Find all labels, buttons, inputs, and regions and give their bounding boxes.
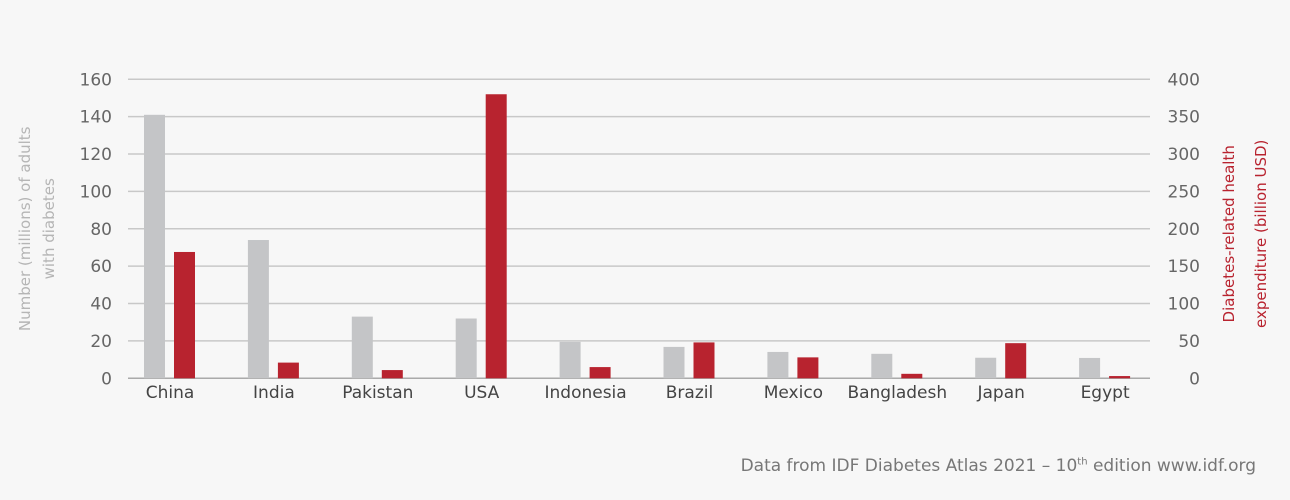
- left-tick-label: 20: [90, 332, 112, 352]
- right-tick-label: 200: [1168, 220, 1200, 240]
- category-label: Mexico: [764, 383, 823, 403]
- bar-adults-pakistan: [351, 316, 373, 379]
- right-tick-label: 0: [1189, 369, 1200, 389]
- category-label: Indonesia: [544, 383, 626, 403]
- left-tick-label: 140: [80, 108, 112, 128]
- category-label: China: [146, 383, 195, 403]
- source-sup: th: [1077, 456, 1088, 468]
- bar-adults-mexico: [767, 351, 789, 379]
- bar-expenditure-usa: [485, 94, 507, 379]
- category-label: USA: [464, 383, 500, 403]
- left-tick-label: 100: [80, 182, 112, 202]
- right-tick-label: 50: [1178, 332, 1200, 352]
- bar-expenditure-egypt: [1109, 376, 1131, 379]
- category-label: Pakistan: [342, 383, 413, 403]
- right-tick-label: 400: [1168, 70, 1200, 90]
- right-tick-label: 100: [1168, 295, 1200, 315]
- left-tick-label: 80: [90, 220, 112, 240]
- source-suffix: edition www.idf.org: [1087, 456, 1256, 476]
- bar-expenditure-bangladesh: [901, 373, 923, 379]
- bar-expenditure-mexico: [797, 357, 819, 379]
- bar-expenditure-indonesia: [589, 367, 611, 379]
- bar-adults-usa: [455, 318, 477, 379]
- bar-adults-brazil: [663, 346, 685, 379]
- bar-adults-indonesia: [559, 341, 581, 379]
- right-axis-label: Diabetes-related health: [1220, 145, 1238, 322]
- bar-adults-bangladesh: [871, 353, 893, 379]
- category-label: Brazil: [666, 383, 713, 403]
- right-tick-label: 350: [1168, 108, 1200, 128]
- left-axis-label: with diabetes: [40, 178, 58, 279]
- left-tick-label: 40: [90, 295, 112, 315]
- bar-expenditure-japan: [1005, 343, 1027, 379]
- category-label: Egypt: [1081, 383, 1130, 403]
- left-tick-label: 160: [80, 70, 112, 90]
- bar-expenditure-china: [174, 251, 195, 379]
- bar-adults-india: [247, 240, 269, 379]
- bar-expenditure-india: [277, 362, 299, 379]
- right-tick-label: 300: [1168, 145, 1200, 165]
- left-tick-label: 60: [90, 257, 112, 277]
- right-tick-label: 150: [1168, 257, 1200, 277]
- category-label: India: [253, 383, 295, 403]
- right-axis-label: expenditure (billion USD): [1252, 140, 1270, 328]
- bar-adults-egypt: [1079, 357, 1101, 379]
- bar-adults-japan: [975, 357, 997, 379]
- left-axis-label: Number (millions) of adults: [16, 126, 34, 331]
- right-tick-label: 250: [1168, 182, 1200, 202]
- bar-expenditure-pakistan: [381, 370, 403, 379]
- category-label: Bangladesh: [847, 383, 947, 403]
- left-tick-label: 120: [80, 145, 112, 165]
- source-prefix: Data from IDF Diabetes Atlas 2021 – 10: [740, 456, 1078, 476]
- bar-expenditure-brazil: [693, 342, 715, 379]
- source-note: Data from IDF Diabetes Atlas 2021 – 10th…: [741, 456, 1256, 476]
- bar-adults-china: [144, 114, 165, 379]
- category-label: Japan: [976, 383, 1024, 403]
- left-tick-label: 0: [101, 369, 112, 389]
